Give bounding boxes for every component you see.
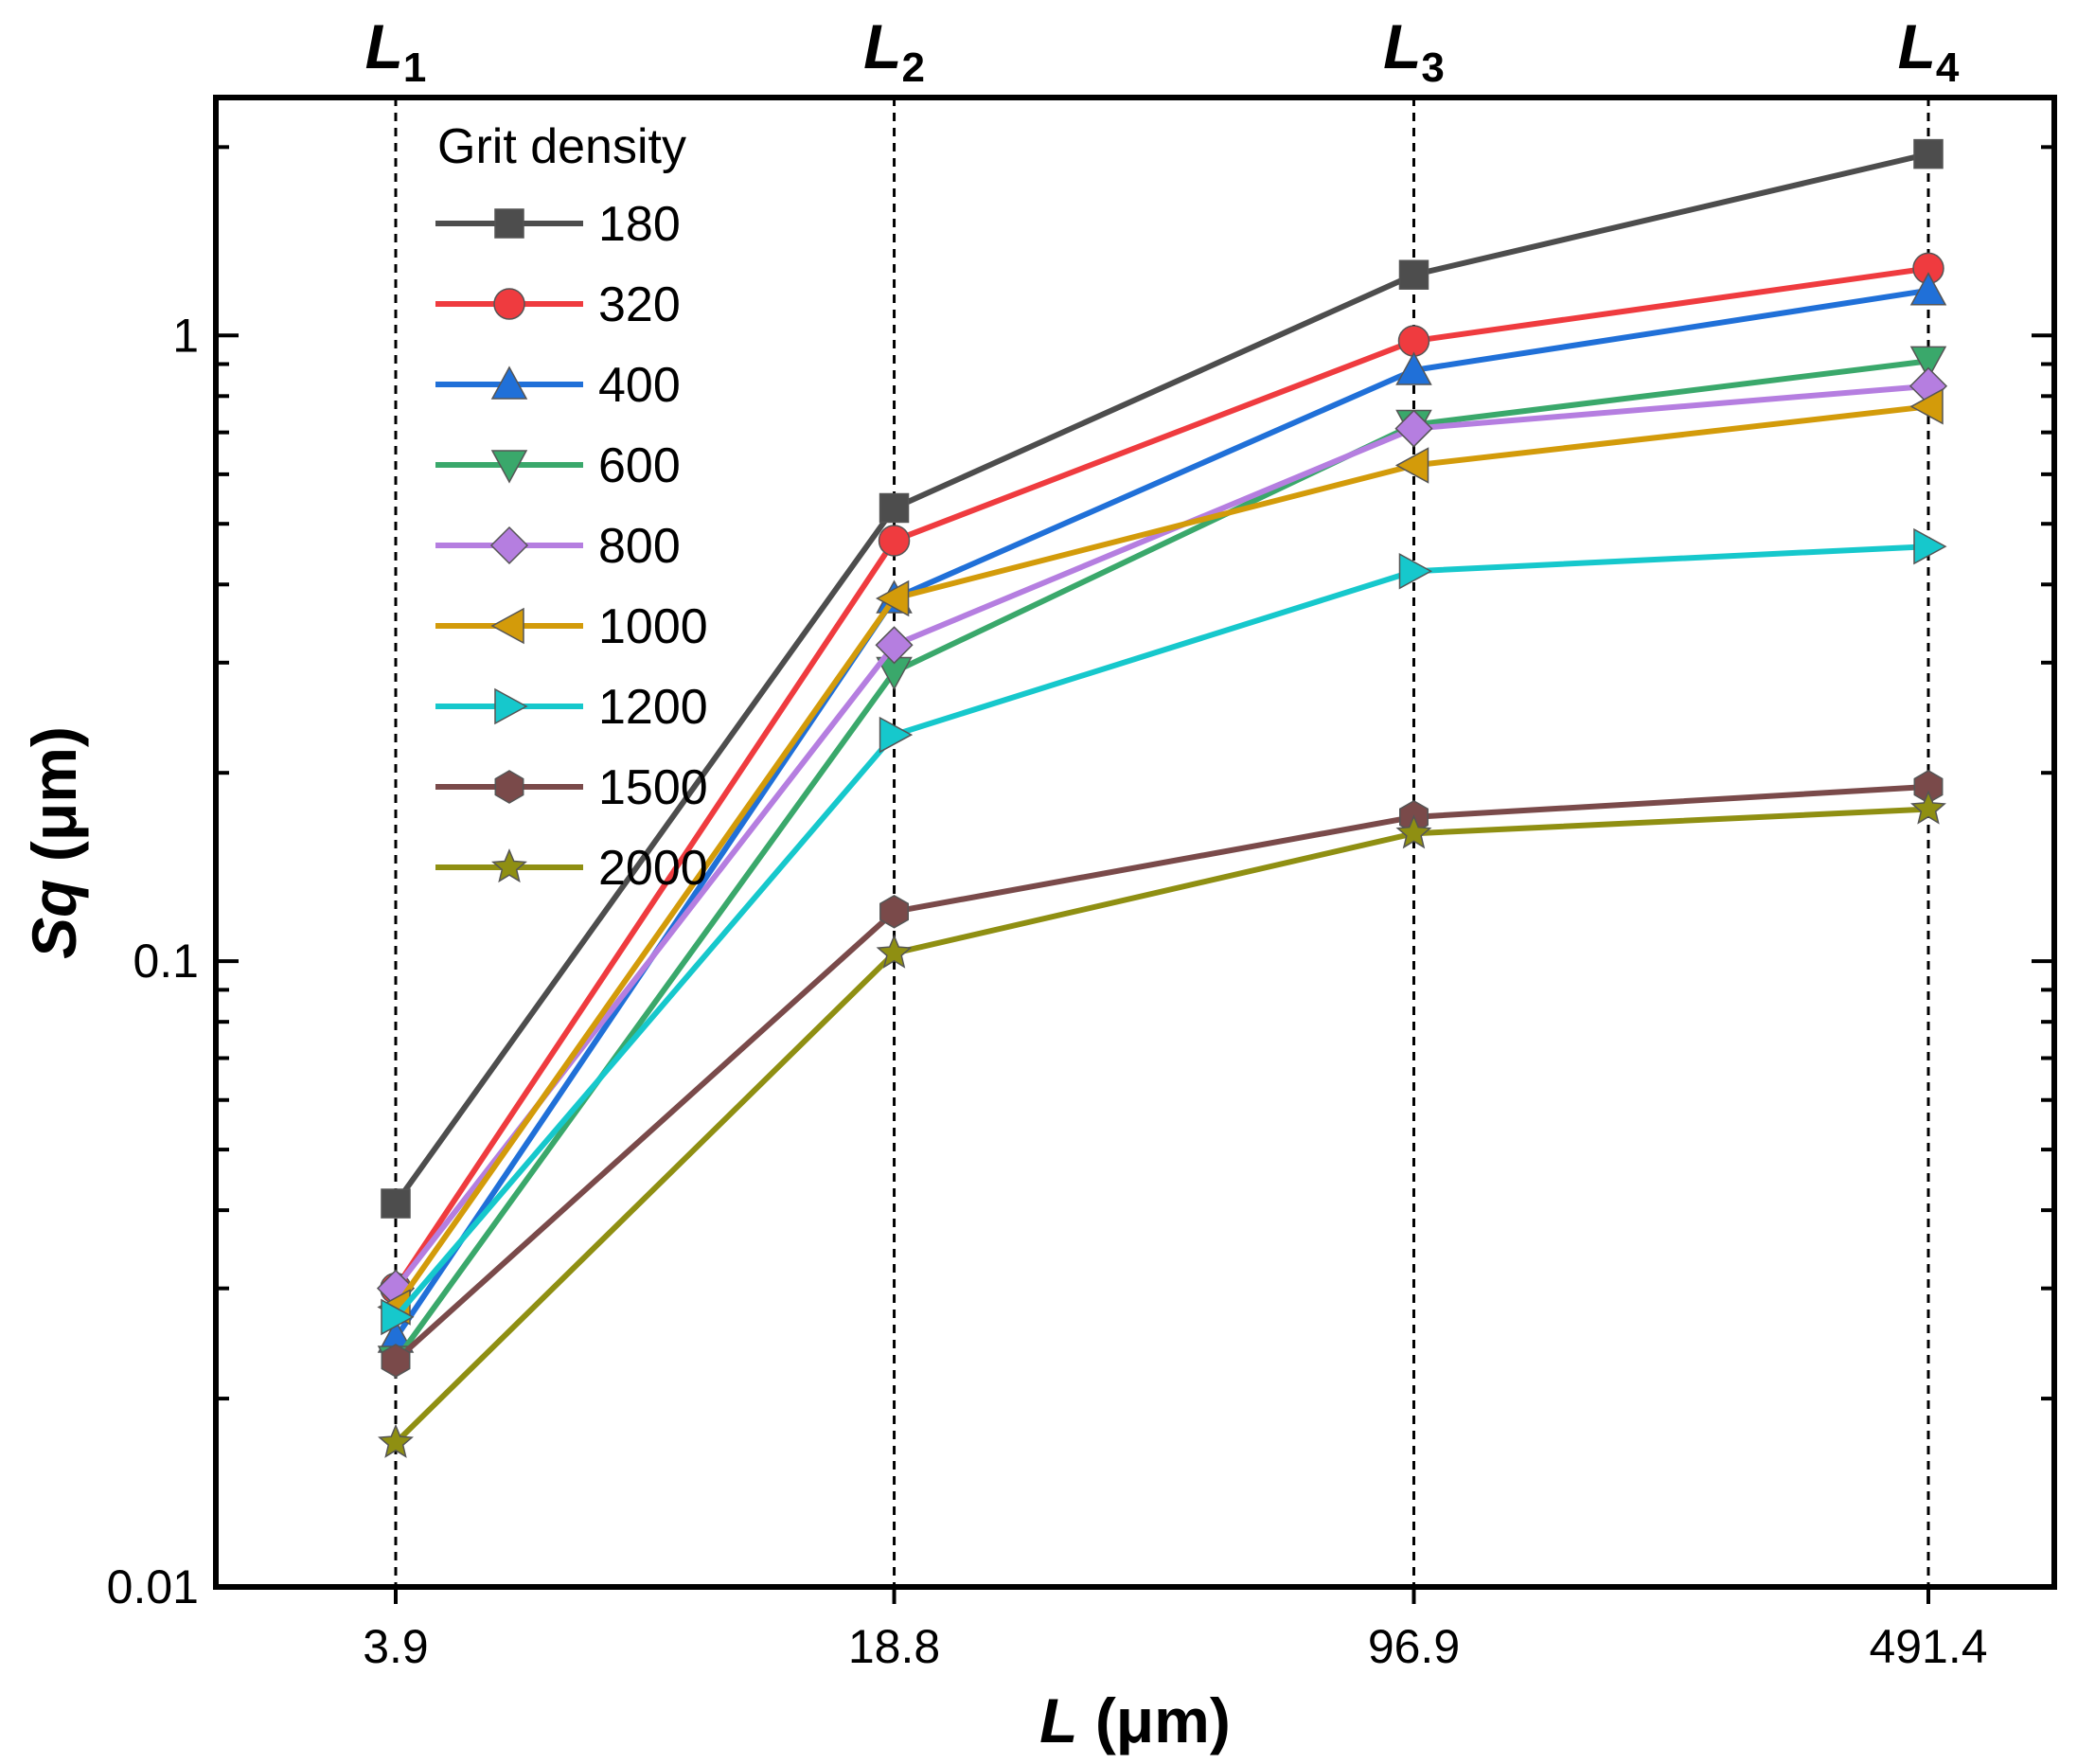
top-label-L3: L3 <box>1383 11 1445 91</box>
legend-label-2000: 2000 <box>598 841 708 896</box>
y-axis-ticks: 0.01 0.1 1 <box>107 145 2054 1613</box>
data-point-320-18.8 <box>878 525 911 557</box>
legend-item-320: 320 <box>435 277 681 332</box>
data-point-1200-96.9 <box>1398 552 1433 590</box>
top-label-L4: L4 <box>1898 11 1960 91</box>
data-point-180-3.9 <box>381 1188 411 1219</box>
data-point-1500-3.9 <box>381 1344 411 1378</box>
legend-item-180: 180 <box>435 197 681 252</box>
legend-marker-1200 <box>494 687 528 725</box>
data-point-400-491.4 <box>1909 272 1947 306</box>
data-point-2000-491.4 <box>1910 790 1946 825</box>
x-axis-title-unit: (μm) <box>1077 1685 1230 1755</box>
legend-item-1500: 1500 <box>435 760 708 815</box>
x-tick-label: 96.9 <box>1368 1620 1460 1673</box>
data-point-2000-3.9 <box>378 1423 414 1458</box>
legend-item-400: 400 <box>435 358 681 413</box>
data-point-1000-18.8 <box>875 579 910 617</box>
legend-marker-1500 <box>494 770 524 804</box>
legend-label-320: 320 <box>598 277 681 332</box>
data-point-1200-491.4 <box>1913 527 1947 565</box>
series-800 <box>376 366 1948 1308</box>
top-label-main: L <box>365 11 403 81</box>
series-line-600 <box>393 358 1929 1363</box>
data-point-180-18.8 <box>879 492 910 524</box>
y-tick-label: 0.01 <box>107 1560 199 1613</box>
series-line-1500 <box>393 783 1929 1363</box>
data-point-400-96.9 <box>1395 351 1432 385</box>
data-point-1000-491.4 <box>1909 388 1944 425</box>
top-label-main: L <box>863 11 901 81</box>
series-line-1200 <box>393 543 1929 1319</box>
data-point-180-96.9 <box>1398 259 1429 290</box>
series-180 <box>381 138 1944 1219</box>
legend-item-1200: 1200 <box>435 680 708 735</box>
series-line-320 <box>393 265 1929 1291</box>
x-axis-ticks: 3.9 18.8 96.9 491.4 <box>363 1587 1988 1673</box>
legend-marker-180 <box>494 208 524 239</box>
x-axis-title-main: L <box>1039 1685 1077 1755</box>
data-point-2000-96.9 <box>1395 814 1432 849</box>
series-layer <box>376 138 1948 1458</box>
x-axis-title: L (μm) <box>1039 1685 1231 1755</box>
y-tick-label: 1 <box>172 309 199 362</box>
legend-label-600: 600 <box>598 438 681 493</box>
legend-item-800: 800 <box>435 519 681 574</box>
y-tick-label: 0.1 <box>133 935 199 988</box>
x-tick-label: 18.8 <box>848 1620 940 1673</box>
y-axis-title-main: Sq <box>19 880 89 959</box>
legend-item-2000: 2000 <box>435 841 708 896</box>
legend: Grit density 180 320 400 600 800 1000 1200 1500 2… <box>435 119 708 896</box>
legend-marker-400 <box>490 365 528 400</box>
data-point-320-96.9 <box>1397 325 1430 357</box>
data-point-1200-18.8 <box>879 716 914 754</box>
data-point-800-18.8 <box>875 626 914 665</box>
top-length-labels: L1 L2 L3 L4 <box>365 11 1960 91</box>
legend-marker-1000 <box>490 607 524 645</box>
legend-label-1500: 1500 <box>598 760 708 815</box>
legend-marker-600 <box>490 450 528 484</box>
series-line-1000 <box>393 403 1929 1310</box>
series-1200 <box>381 527 1947 1336</box>
x-tick-label: 491.4 <box>1869 1620 1987 1673</box>
top-label-main: L <box>1383 11 1421 81</box>
x-tick-label: 3.9 <box>363 1620 429 1673</box>
legend-title: Grit density <box>437 119 686 174</box>
legend-marker-800 <box>489 526 529 565</box>
top-label-main: L <box>1898 11 1936 81</box>
top-label-sub: 2 <box>901 45 924 91</box>
data-point-600-491.4 <box>1909 346 1947 380</box>
series-1500 <box>381 770 1944 1378</box>
legend-marker-320 <box>493 288 525 320</box>
legend-label-1200: 1200 <box>598 680 708 735</box>
legend-item-600: 600 <box>435 438 681 493</box>
data-point-2000-18.8 <box>876 934 913 969</box>
legend-label-400: 400 <box>598 358 681 413</box>
series-line-800 <box>393 383 1929 1291</box>
series-line-180 <box>393 151 1929 1205</box>
legend-label-800: 800 <box>598 519 681 574</box>
top-label-L1: L1 <box>365 11 427 91</box>
series-line-2000 <box>393 806 1929 1445</box>
y-axis-title: Sq (μm) <box>19 726 89 959</box>
data-point-800-96.9 <box>1394 409 1433 448</box>
legend-marker-2000 <box>491 848 527 883</box>
legend-item-1000: 1000 <box>435 599 708 654</box>
data-point-1200-3.9 <box>381 1298 415 1336</box>
y-axis-title-unit: (μm) <box>19 726 89 879</box>
top-label-L2: L2 <box>863 11 925 91</box>
legend-label-180: 180 <box>598 197 681 252</box>
top-label-sub: 4 <box>1936 45 1960 91</box>
series-2000 <box>378 790 1946 1458</box>
data-point-180-491.4 <box>1913 138 1944 169</box>
top-label-sub: 3 <box>1421 45 1444 91</box>
data-point-1500-18.8 <box>879 894 910 929</box>
legend-label-1000: 1000 <box>598 599 708 654</box>
data-point-1000-96.9 <box>1394 447 1429 484</box>
plot-frame <box>213 95 2057 1590</box>
top-label-sub: 1 <box>403 45 426 91</box>
